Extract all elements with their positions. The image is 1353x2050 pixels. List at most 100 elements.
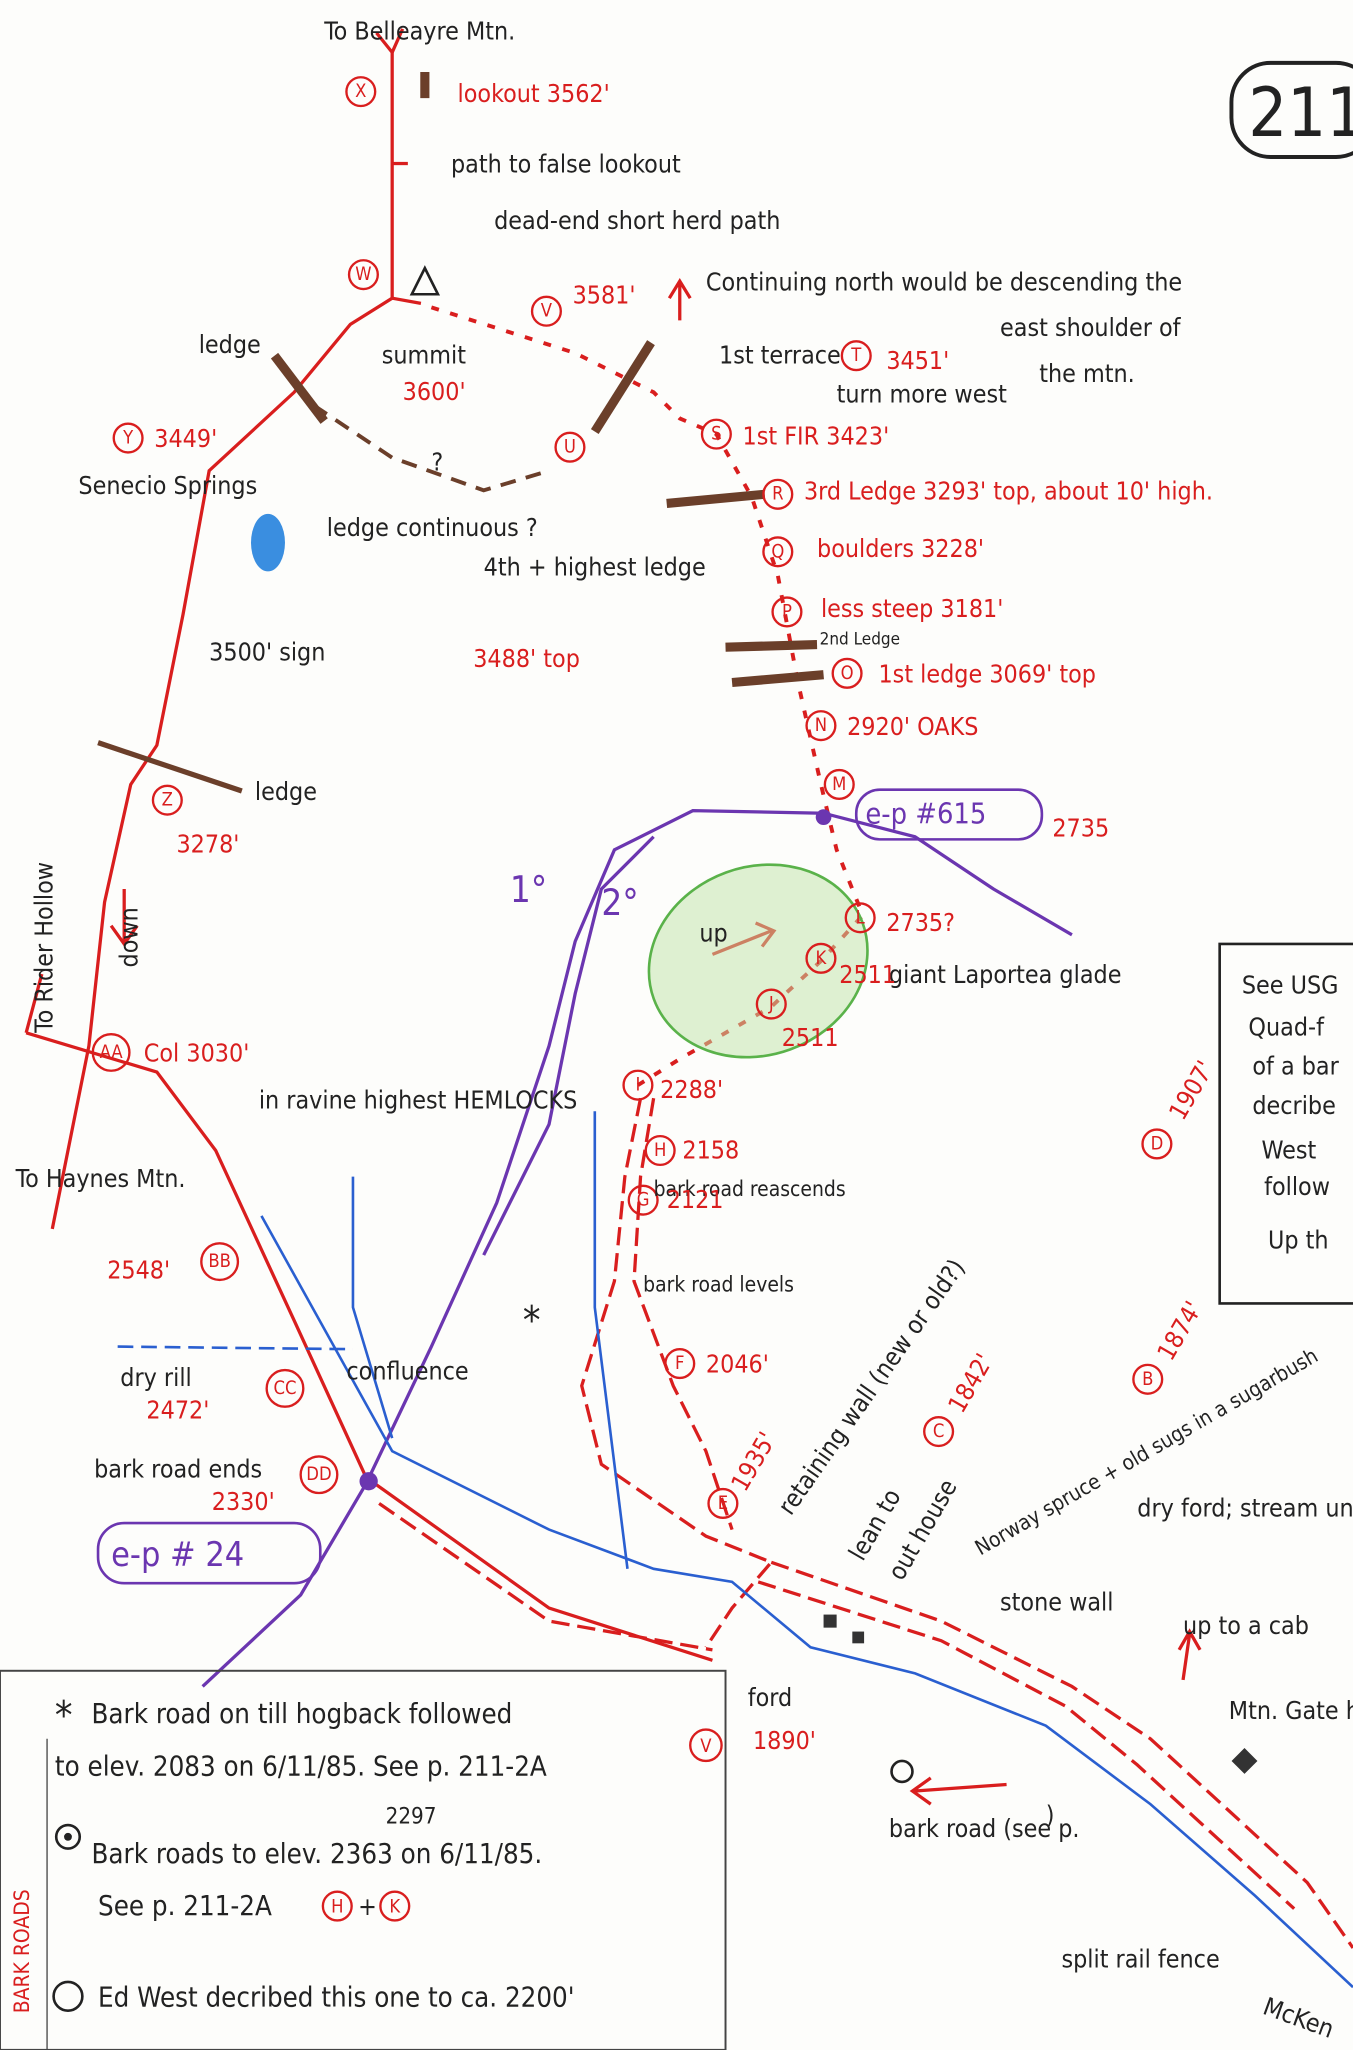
legend-text: +	[358, 1892, 377, 1921]
label: 1°	[510, 868, 547, 911]
map: 211 XWVUTSRQPONMLKJIHGFEDCBYZAABBCCDD To…	[0, 0, 1353, 2050]
label: summit	[382, 341, 467, 370]
label: Quad-f	[1248, 1012, 1325, 1041]
label: )	[1046, 1801, 1055, 1830]
waypoint-note: Col 3030'	[144, 1039, 250, 1068]
waypoint-id: I	[636, 1075, 641, 1096]
waypoint-id: Q	[771, 541, 784, 562]
label: 2735	[1052, 814, 1109, 843]
waypoint-id: P	[782, 601, 792, 622]
waypoint-note: 3278'	[176, 829, 239, 858]
waypoint-id: S	[711, 424, 721, 445]
waypoint-id: H	[654, 1140, 666, 1161]
waypoint-id: Y	[122, 428, 134, 449]
label: ledge	[199, 330, 261, 359]
legend-title: BARK ROADS	[10, 1889, 34, 2013]
waypoint-id: W	[355, 264, 371, 285]
label: path to false lookout	[451, 150, 681, 179]
label: follow	[1264, 1172, 1330, 1201]
label: dry rill	[120, 1363, 191, 1392]
waypoint-note: 3581'	[573, 280, 636, 309]
waypoint-note: 2330'	[212, 1487, 275, 1516]
legend-text: Bark road on till hogback followed	[92, 1699, 513, 1730]
waypoint-id: L	[856, 907, 866, 928]
legend-text: See p. 211-2A	[98, 1891, 272, 1922]
waypoint-id: DD	[306, 1464, 331, 1485]
label: bark road levels	[643, 1273, 794, 1297]
label: To Rider Hollow	[29, 862, 58, 1034]
waypoint-id: J	[768, 994, 774, 1015]
waypoint-note: 2511	[839, 960, 896, 989]
label: ford	[748, 1683, 792, 1712]
label: 1890'	[753, 1726, 816, 1755]
label: up	[699, 918, 727, 947]
waypoint-id: V	[541, 301, 553, 322]
label: Continuing north would be descending the	[706, 267, 1182, 296]
waypoint-id: M	[832, 774, 846, 795]
page-number: 211	[1248, 74, 1353, 153]
label: bark road ends	[94, 1454, 262, 1483]
label: split rail fence	[1061, 1945, 1219, 1974]
waypoint-id: BB	[208, 1251, 231, 1272]
waypoint-id: R	[772, 484, 783, 505]
legend-symbol: *	[55, 1693, 73, 1738]
label: dry ford; stream underground he	[1137, 1494, 1353, 1523]
label: in ravine highest HEMLOCKS	[259, 1086, 577, 1115]
waypoint-id: F	[675, 1353, 684, 1374]
waypoint-note: lookout 3562'	[458, 79, 610, 108]
label: 3488' top	[473, 644, 580, 673]
building	[852, 1632, 864, 1644]
waypoint-note: 2046'	[706, 1350, 769, 1379]
waypoint-id: AA	[100, 1042, 124, 1063]
label: e-p # 24	[111, 1535, 244, 1575]
e-p-point	[816, 809, 832, 825]
label: 2nd Ledge	[820, 630, 900, 650]
label: 3500' sign	[209, 637, 325, 666]
label: down	[114, 907, 143, 967]
waypoint-note: 2920' OAKS	[847, 712, 978, 741]
ledge	[726, 645, 818, 648]
waypoint-note: 2121	[667, 1185, 724, 1214]
label: 4th + highest ledge	[484, 552, 706, 581]
waypoint-id: G	[637, 1190, 650, 1211]
label: dead-end short herd path	[494, 206, 780, 235]
label: 2°	[601, 881, 638, 924]
label: giant Laportea glade	[889, 960, 1122, 989]
label: 1st terrace	[719, 341, 841, 370]
e-p-point	[359, 1472, 377, 1490]
label: turn more west	[837, 380, 1007, 409]
label: To Belleayre Mtn.	[323, 16, 515, 45]
label: up to a cab	[1183, 1611, 1309, 1640]
label: Up th	[1268, 1226, 1329, 1255]
waypoint-note: 1st FIR 3423'	[743, 422, 890, 451]
waypoint-id: D	[1151, 1133, 1164, 1154]
label: of a bar	[1252, 1052, 1339, 1081]
waypoint-note: less steep 3181'	[821, 594, 1003, 623]
waypoint-note: 2511	[782, 1023, 839, 1052]
waypoint-note: boulders 3228'	[817, 534, 984, 563]
label: To Haynes Mtn.	[15, 1164, 186, 1193]
waypoint-id: O	[841, 663, 854, 684]
spring	[251, 514, 285, 572]
waypoint-id: CC	[273, 1378, 296, 1399]
label: confluence	[346, 1356, 468, 1385]
waypoint-id: U	[564, 437, 576, 458]
label: Senecio Springs	[78, 471, 257, 500]
waypoint-note: 1st ledge 3069' top	[878, 660, 1096, 689]
waypoint-note: 3451'	[886, 346, 949, 375]
legend-text: to elev. 2083 on 6/11/85. See p. 211-2A	[55, 1751, 547, 1782]
building	[824, 1615, 837, 1628]
label: West	[1261, 1135, 1316, 1164]
label: e-p #615	[865, 797, 986, 831]
legend-text: Ed West decribed this one to ca. 2200'	[98, 1983, 575, 2014]
label: *	[523, 1299, 541, 1344]
label: 3600'	[403, 377, 466, 406]
waypoint-note: 2735?	[886, 908, 955, 937]
label: stone wall	[1000, 1588, 1113, 1617]
legend-symbol	[64, 1833, 72, 1841]
waypoint-note: 3449'	[154, 424, 217, 453]
waypoint-id: E	[718, 1493, 728, 1514]
label: the mtn.	[1039, 359, 1135, 388]
legend-ref: V	[700, 1736, 712, 1757]
waypoint-note: 2548'	[107, 1256, 170, 1285]
